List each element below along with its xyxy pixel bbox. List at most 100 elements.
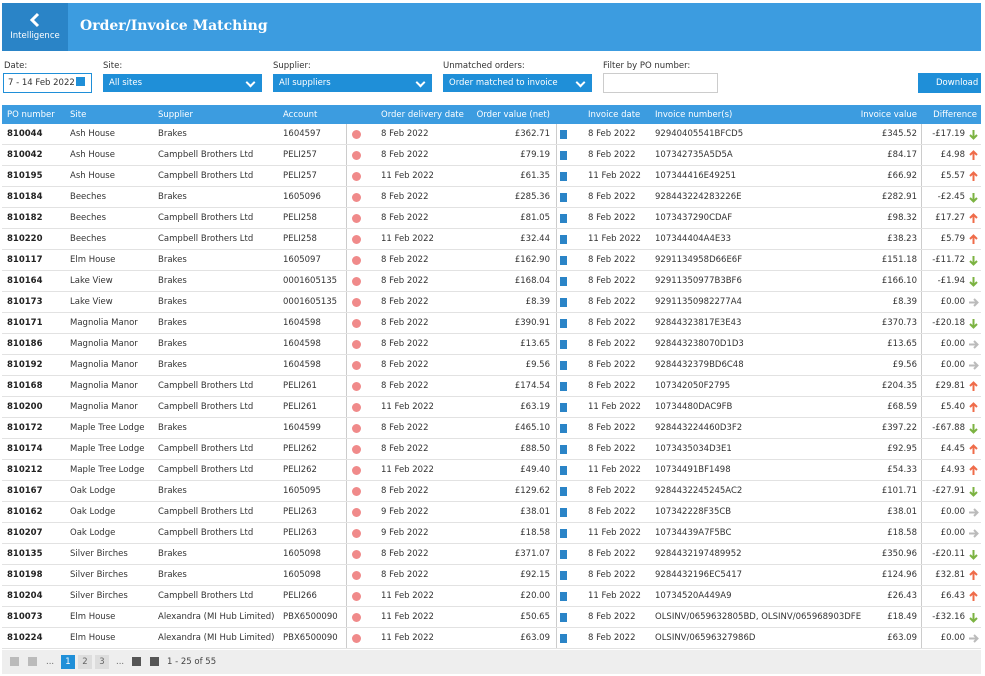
last-page[interactable]	[150, 657, 159, 666]
invoice-icon[interactable]	[560, 319, 567, 328]
table-row[interactable]	[2, 334, 981, 355]
site-select[interactable]: All sites	[103, 74, 262, 92]
order-icon[interactable]	[352, 634, 361, 643]
order-icon[interactable]	[352, 298, 361, 307]
invoice-icon[interactable]	[560, 424, 567, 433]
table-row[interactable]	[2, 523, 981, 544]
invoice-icon[interactable]	[560, 445, 567, 454]
invoice-icon[interactable]	[560, 256, 567, 265]
invoice-icon[interactable]	[560, 592, 567, 601]
table-row[interactable]	[2, 565, 981, 586]
order-icon[interactable]	[352, 361, 361, 370]
order-icon[interactable]	[352, 487, 361, 496]
invoice-icon[interactable]	[560, 487, 567, 496]
table-row[interactable]	[2, 166, 981, 187]
column-header[interactable]: Order value (net)	[476, 110, 550, 120]
order-icon[interactable]	[352, 130, 361, 139]
table-row[interactable]	[2, 397, 981, 418]
invoice-icon[interactable]	[560, 634, 567, 643]
column-header[interactable]: Invoice date	[588, 110, 641, 120]
table-row[interactable]	[2, 292, 981, 313]
table-row[interactable]	[2, 502, 981, 523]
table-row[interactable]	[2, 460, 981, 481]
column-header[interactable]: Invoice number(s)	[655, 110, 733, 120]
invoice-icon[interactable]	[560, 529, 567, 538]
table-row[interactable]	[2, 544, 981, 565]
table-row[interactable]	[2, 628, 981, 649]
table-row[interactable]	[2, 145, 981, 166]
po-input[interactable]	[603, 73, 718, 93]
table-row[interactable]	[2, 376, 981, 397]
order-icon[interactable]	[352, 277, 361, 286]
table-row[interactable]	[2, 313, 981, 334]
table-row[interactable]	[2, 208, 981, 229]
order-icon[interactable]	[352, 382, 361, 391]
table-row[interactable]	[2, 250, 981, 271]
page-button[interactable]: 3	[95, 655, 109, 669]
order-icon[interactable]	[352, 214, 361, 223]
invoice-icon[interactable]	[560, 172, 567, 181]
column-header[interactable]: Order delivery date	[381, 110, 464, 120]
unmatched-select[interactable]: Order matched to invoice	[443, 74, 592, 92]
order-icon[interactable]	[352, 340, 361, 349]
table-row[interactable]	[2, 229, 981, 250]
invoice-icon[interactable]	[560, 340, 567, 349]
invoice-icon[interactable]	[560, 571, 567, 580]
column-header[interactable]: Supplier	[158, 110, 194, 120]
order-icon[interactable]	[352, 592, 361, 601]
table-row[interactable]	[2, 481, 981, 502]
table-row[interactable]	[2, 187, 981, 208]
back-button[interactable]: Intelligence	[2, 3, 68, 51]
invoice-icon[interactable]	[560, 508, 567, 517]
order-icon[interactable]	[352, 529, 361, 538]
invoice-icon[interactable]	[560, 403, 567, 412]
table-row[interactable]	[2, 124, 981, 145]
order-icon[interactable]	[352, 571, 361, 580]
invoice-icon[interactable]	[560, 130, 567, 139]
invoice-icon[interactable]	[560, 382, 567, 391]
order-icon[interactable]	[352, 550, 361, 559]
order-icon[interactable]	[352, 508, 361, 517]
column-header[interactable]: Difference	[933, 110, 977, 120]
order-icon[interactable]	[352, 193, 361, 202]
order-icon[interactable]	[352, 256, 361, 265]
table-row[interactable]	[2, 355, 981, 376]
table-row[interactable]	[2, 418, 981, 439]
invoice-icon[interactable]	[560, 277, 567, 286]
column-header[interactable]: Account	[283, 110, 318, 120]
invoice-icon[interactable]	[560, 361, 567, 370]
order-icon[interactable]	[352, 403, 361, 412]
order-icon[interactable]	[352, 424, 361, 433]
order-icon[interactable]	[352, 613, 361, 622]
invoice-icon[interactable]	[560, 550, 567, 559]
invoice-icon[interactable]	[560, 298, 567, 307]
invoice-icon[interactable]	[560, 466, 567, 475]
table-row[interactable]	[2, 439, 981, 460]
invoice-icon[interactable]	[560, 235, 567, 244]
order-icon[interactable]	[352, 445, 361, 454]
prev-page[interactable]	[28, 657, 37, 666]
invoice-icon[interactable]	[560, 214, 567, 223]
calendar-icon[interactable]	[76, 77, 85, 86]
order-icon[interactable]	[352, 151, 361, 160]
column-header[interactable]: Invoice value	[860, 110, 917, 120]
order-icon[interactable]	[352, 319, 361, 328]
order-icon[interactable]	[352, 172, 361, 181]
table-row[interactable]	[2, 586, 981, 607]
invoice-icon[interactable]	[560, 613, 567, 622]
table-row[interactable]	[2, 607, 981, 628]
page-button[interactable]: 1	[61, 655, 75, 669]
download-button[interactable]: Download	[918, 73, 981, 93]
order-icon[interactable]	[352, 235, 361, 244]
invoice-icon[interactable]	[560, 151, 567, 160]
order-icon[interactable]	[352, 466, 361, 475]
page-button[interactable]: 2	[78, 655, 92, 669]
invoice-icon[interactable]	[560, 193, 567, 202]
date-input[interactable]: 7 - 14 Feb 2022	[3, 73, 92, 93]
next-page[interactable]	[132, 657, 141, 666]
column-header[interactable]: Site	[70, 110, 87, 120]
first-page[interactable]	[10, 657, 19, 666]
column-header[interactable]: PO number	[7, 110, 55, 120]
supplier-select[interactable]: All suppliers	[273, 74, 432, 92]
table-row[interactable]	[2, 271, 981, 292]
